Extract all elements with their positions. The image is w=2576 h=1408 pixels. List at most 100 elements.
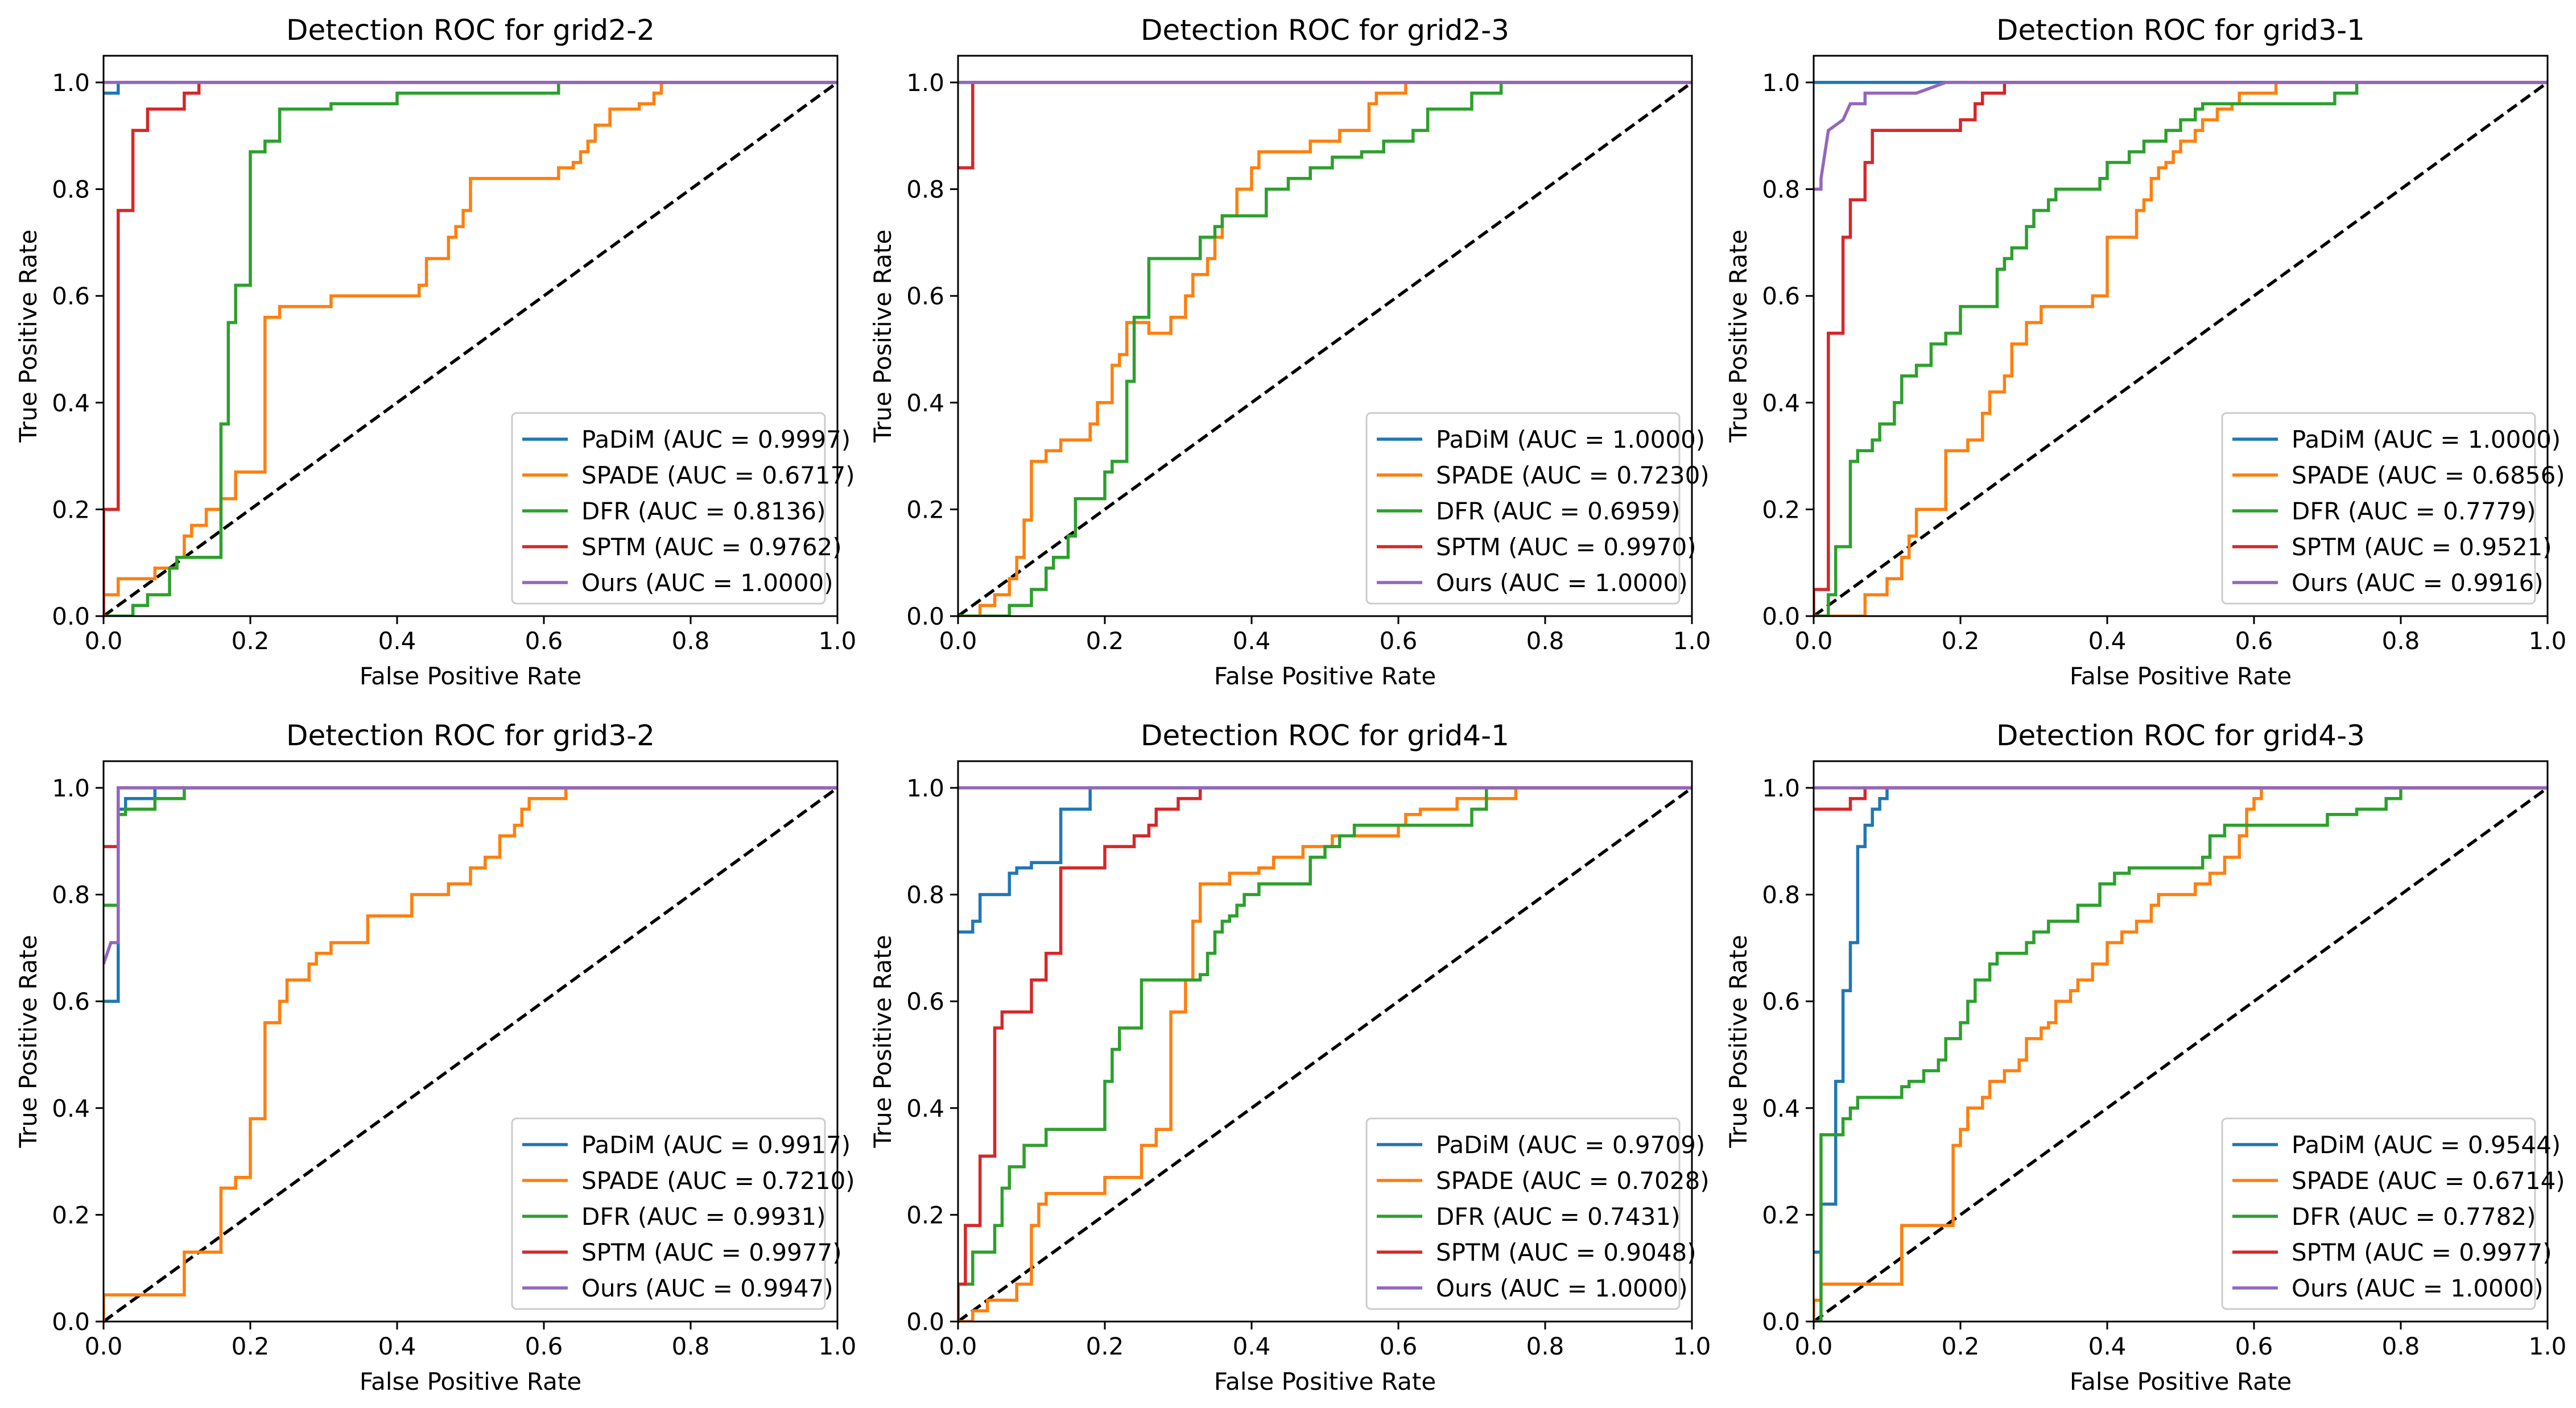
chart-title: Detection ROC for grid2-3 — [1141, 14, 1509, 47]
legend-label: PaDiM (AUC = 0.9997) — [581, 426, 851, 453]
y-tick-label: 0.4 — [1762, 389, 1800, 417]
x-tick-label: 0.2 — [1942, 627, 1980, 655]
chance-diagonal — [102, 786, 839, 1323]
y-tick-label: 0.6 — [52, 282, 90, 310]
y-tick-label: 0.0 — [906, 602, 944, 630]
x-axis-label: False Positive Rate — [1214, 1368, 1436, 1395]
x-tick-label: 0.4 — [2088, 1332, 2127, 1360]
x-tick-label: 0.8 — [672, 1332, 710, 1360]
y-tick-label: 1.0 — [1762, 69, 1800, 97]
y-axis-label: True Positive Rate — [869, 229, 897, 443]
series-line-padim — [104, 786, 837, 1003]
series-line-spade — [958, 81, 1692, 616]
legend-label: DFR (AUC = 0.7782) — [2292, 1203, 2536, 1231]
axes-frame — [1813, 55, 2549, 617]
x-tick-label: 1.0 — [2529, 1332, 2567, 1360]
legend-label: Ours (AUC = 1.0000) — [581, 569, 833, 597]
x-axis-label: False Positive Rate — [1214, 662, 1436, 690]
chart-panel-4: 0.0 0.2 0.4 0.6 0.8 1.0 0.0 0.2 0.4 0.6 0.8 1.0 Dete… — [14, 719, 856, 1395]
legend-label: PaDiM (AUC = 1.0000) — [1436, 426, 1705, 453]
series-line-dfr — [104, 81, 837, 616]
series-line-spade — [958, 786, 1692, 1322]
legend-label: Ours (AUC = 0.9947) — [581, 1274, 833, 1302]
series-line-spade — [1814, 786, 2548, 1322]
x-tick-label: 0.4 — [1233, 1332, 1271, 1360]
series-line-padim — [1814, 786, 2548, 1254]
series-line-sptm — [1814, 81, 2548, 616]
chance-diagonal — [102, 81, 839, 618]
legend-label: SPTM (AUC = 0.9762) — [581, 533, 842, 561]
chart-panel-6: 0.0 0.2 0.4 0.6 0.8 1.0 0.0 0.2 0.4 0.6 0.8 1.0 Dete… — [1724, 719, 2566, 1395]
x-tick-label: 0.0 — [1795, 627, 1833, 655]
x-tick-label: 0.4 — [378, 1332, 416, 1360]
legend-label: SPTM (AUC = 0.9521) — [2292, 533, 2552, 561]
legend: PaDiM (AUC = 0.9709) SPADE (AUC = 0.7028)… — [1365, 1117, 1710, 1310]
legend-label: Ours (AUC = 1.0000) — [1436, 1274, 1688, 1302]
series-line-spade — [1814, 81, 2548, 616]
legend-label: DFR (AUC = 0.8136) — [581, 497, 825, 525]
y-tick-label: 0.0 — [52, 602, 90, 630]
x-tick-label: 0.2 — [232, 627, 270, 655]
legend-label: SPTM (AUC = 0.9048) — [1436, 1238, 1696, 1266]
x-tick-label: 0.8 — [672, 627, 710, 655]
series-line-spade — [104, 81, 837, 616]
series-line-dfr — [1814, 786, 2548, 1322]
x-tick-label: 0.2 — [1086, 627, 1124, 655]
x-tick-label: 0.4 — [378, 627, 416, 655]
legend-label: Ours (AUC = 0.9916) — [2292, 569, 2544, 597]
y-tick-label: 0.8 — [1762, 881, 1800, 909]
y-tick-label: 0.6 — [52, 988, 90, 1015]
x-tick-label: 0.6 — [2235, 1332, 2273, 1360]
y-tick-label: 0.8 — [906, 881, 944, 909]
axes-frame — [1813, 760, 2549, 1323]
axes-frame — [102, 55, 839, 617]
axes-frame — [957, 760, 1693, 1323]
y-tick-label: 0.8 — [52, 176, 90, 204]
x-axis-label: False Positive Rate — [360, 662, 581, 690]
chart-title: Detection ROC for grid3-2 — [286, 719, 655, 752]
y-tick-label: 0.4 — [1762, 1095, 1800, 1122]
y-tick-label: 0.2 — [1762, 1201, 1800, 1229]
y-axis-label: True Positive Rate — [1724, 229, 1752, 443]
x-tick-label: 1.0 — [1673, 1332, 1711, 1360]
y-tick-label: 0.4 — [906, 389, 944, 417]
legend-label: SPADE (AUC = 0.6717) — [581, 461, 855, 489]
y-tick-label: 0.2 — [906, 496, 944, 523]
y-tick-label: 1.0 — [52, 69, 90, 97]
x-tick-label: 0.2 — [1086, 1332, 1124, 1360]
legend-label: SPADE (AUC = 0.7230) — [1436, 461, 1710, 489]
x-tick-label: 0.2 — [232, 1332, 270, 1360]
legend-label: DFR (AUC = 0.7779) — [2292, 497, 2536, 525]
legend-box — [2221, 1117, 2536, 1310]
legend-label: Ours (AUC = 1.0000) — [2292, 1274, 2544, 1302]
series-line-sptm — [958, 786, 1692, 1322]
x-tick-label: 0.4 — [2088, 627, 2127, 655]
y-tick-label: 0.6 — [906, 988, 944, 1015]
chart-panel-5: 0.0 0.2 0.4 0.6 0.8 1.0 0.0 0.2 0.4 0.6 0.8 1.0 Dete… — [869, 719, 1711, 1395]
x-tick-label: 0.0 — [85, 627, 123, 655]
x-tick-label: 1.0 — [819, 627, 857, 655]
y-tick-label: 0.0 — [1762, 1308, 1800, 1336]
legend-box — [2221, 412, 2536, 605]
y-tick-label: 1.0 — [52, 774, 90, 802]
x-tick-label: 0.8 — [1526, 1332, 1564, 1360]
x-tick-label: 0.0 — [939, 627, 977, 655]
legend-box — [1365, 412, 1681, 605]
chance-diagonal — [957, 81, 1693, 618]
chart-title: Detection ROC for grid3-1 — [1996, 14, 2365, 47]
chance-diagonal — [1813, 81, 2549, 618]
y-tick-label: 0.8 — [906, 176, 944, 204]
y-tick-label: 1.0 — [906, 774, 944, 802]
y-tick-label: 1.0 — [906, 69, 944, 97]
x-axis-label: False Positive Rate — [2070, 662, 2292, 690]
series-line-dfr — [958, 81, 1692, 616]
x-tick-label: 0.0 — [939, 1332, 977, 1360]
legend-label: DFR (AUC = 0.9931) — [581, 1203, 825, 1231]
y-tick-label: 0.8 — [1762, 176, 1800, 204]
y-tick-label: 0.4 — [52, 1095, 90, 1122]
legend-label: DFR (AUC = 0.7431) — [1436, 1203, 1680, 1231]
series-line-ours — [1814, 81, 2548, 191]
legend-box — [511, 1117, 826, 1310]
y-axis-label: True Positive Rate — [14, 229, 42, 443]
y-tick-label: 0.2 — [1762, 496, 1800, 523]
